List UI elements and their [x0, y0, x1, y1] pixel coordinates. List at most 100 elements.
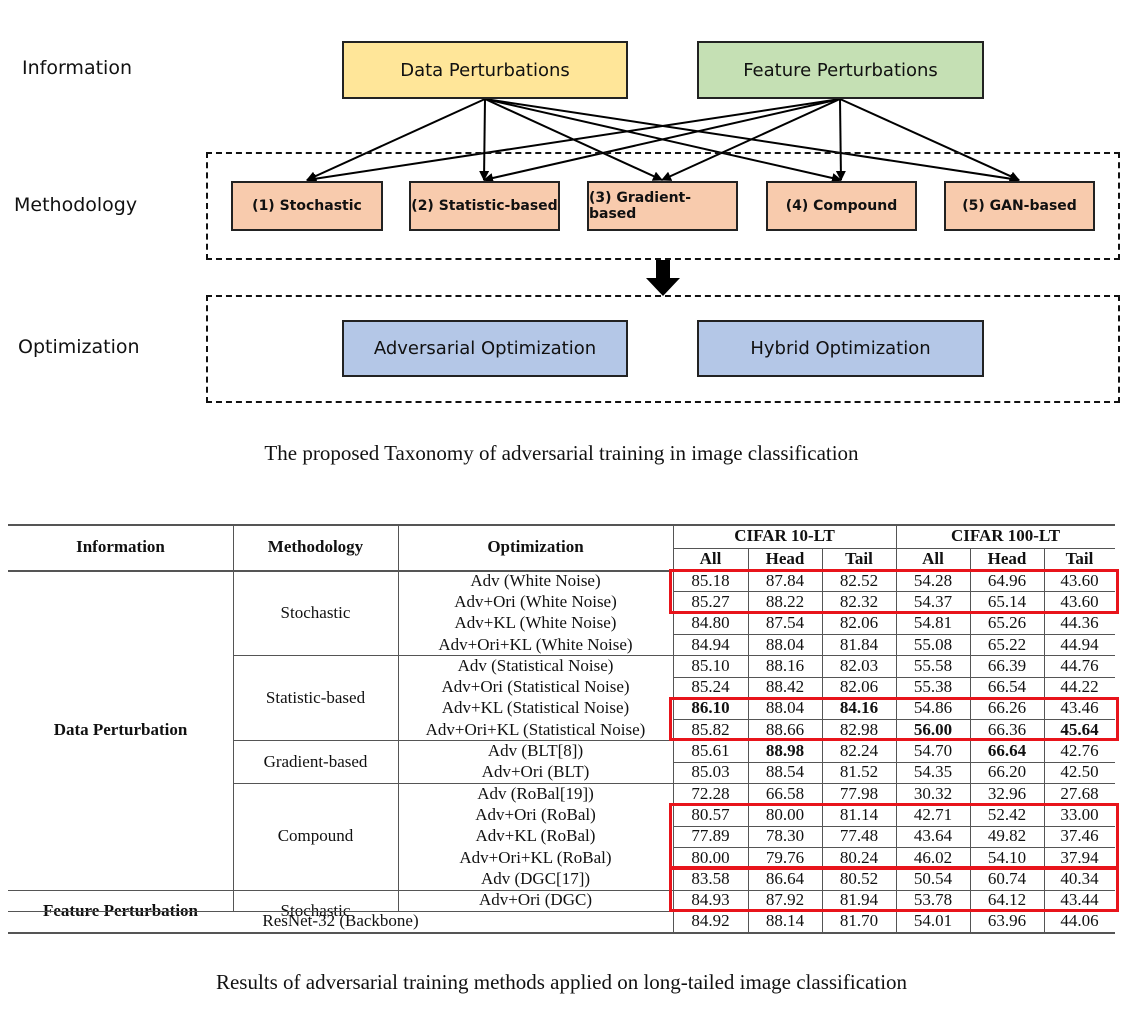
data-perturbations-box: Data Perturbations — [342, 41, 628, 99]
optimization-cell: Adv+Ori (White Noise) — [454, 591, 617, 611]
down-arrow-icon — [646, 260, 680, 296]
optimization-cell: Adv (White Noise) — [470, 570, 601, 590]
rule — [673, 655, 1115, 657]
method-stochastic-box: (1) Stochastic — [231, 181, 383, 231]
optimization-cell: Adv+Ori (BLT) — [481, 762, 590, 782]
value-cell: 85.27 — [691, 591, 730, 611]
column-rule — [673, 524, 674, 933]
method-group-label: Stochastic — [280, 602, 351, 622]
arrow-feature-to-method-4 — [835, 98, 846, 181]
value-cell: 42.71 — [913, 804, 953, 824]
optimization-cell: Adv (Statistical Noise) — [457, 655, 614, 675]
header-sub: Head — [765, 549, 805, 568]
bottom-rule — [8, 932, 1115, 934]
value-cell: 87.54 — [765, 613, 805, 633]
value-cell: 87.84 — [765, 570, 805, 590]
value-cell: 54.81 — [913, 613, 953, 633]
value-cell: 46.02 — [913, 847, 953, 867]
value-cell: 44.94 — [1060, 634, 1099, 654]
value-cell: 42.50 — [1060, 762, 1099, 782]
value-cell: 27.68 — [1060, 783, 1099, 803]
header-information: Information — [76, 537, 165, 556]
group-rule — [8, 889, 1115, 891]
arrow-layer — [306, 98, 1020, 296]
value-cell: 79.76 — [765, 847, 805, 867]
rule — [673, 761, 1115, 763]
value-cell: 88.66 — [765, 719, 805, 739]
rule — [8, 910, 1115, 912]
rule — [673, 676, 1115, 678]
optimization-cell: Adv (BLT[8]) — [487, 741, 584, 761]
value-cell: 84.16 — [839, 698, 879, 718]
adversarial-optimization-box: Adversarial Optimization — [342, 320, 628, 377]
value-cell: 65.22 — [987, 634, 1027, 654]
optimization-cell: Adv+Ori+KL (White Noise) — [438, 634, 633, 654]
value-cell: 55.38 — [913, 677, 953, 697]
rule — [673, 825, 1115, 827]
header-sub: All — [699, 549, 722, 568]
value-cell: 54.70 — [913, 741, 953, 761]
value-cell: 88.04 — [765, 698, 805, 718]
highlight-box — [669, 696, 1119, 742]
value-cell: 77.98 — [839, 783, 879, 803]
value-cell: 32.96 — [987, 783, 1027, 803]
value-cell: 66.20 — [987, 762, 1027, 782]
value-cell: 77.89 — [691, 826, 730, 846]
value-cell: 84.94 — [691, 634, 730, 654]
optimization-cell: Adv (RoBal[19]) — [477, 783, 594, 803]
feature-perturbations-box: Feature Perturbations — [697, 41, 984, 99]
method-group-label: Stochastic — [280, 900, 351, 920]
value-cell: 80.00 — [691, 847, 730, 867]
value-cell: 54.10 — [987, 847, 1027, 867]
method-gan-box: (5) GAN-based — [944, 181, 1095, 231]
value-cell: 80.57 — [691, 804, 730, 824]
arrow-feature-to-method-1 — [306, 98, 841, 184]
value-cell: 81.14 — [839, 804, 879, 824]
method-group-label: Gradient-based — [263, 751, 368, 771]
optimization-cell: Adv (DGC[17]) — [480, 868, 591, 888]
value-cell: 88.54 — [765, 762, 805, 782]
value-cell: 64.12 — [987, 890, 1027, 910]
baseline-value: 63.96 — [987, 911, 1027, 931]
value-cell: 43.60 — [1060, 570, 1099, 590]
info-group-label: Feature Perturbation — [42, 900, 198, 920]
baseline-value: 84.92 — [691, 911, 730, 931]
value-cell: 88.98 — [765, 741, 805, 761]
value-cell: 66.26 — [987, 698, 1027, 718]
value-cell: 86.10 — [691, 698, 730, 718]
value-cell: 54.86 — [913, 698, 953, 718]
value-cell: 43.64 — [913, 826, 953, 846]
value-cell: 77.48 — [839, 826, 879, 846]
value-cell: 43.60 — [1060, 591, 1099, 611]
value-cell: 66.54 — [987, 677, 1027, 697]
value-cell: 37.94 — [1060, 847, 1099, 867]
value-cell: 66.36 — [987, 719, 1027, 739]
value-cell: 82.24 — [839, 741, 879, 761]
value-cell: 80.52 — [839, 868, 879, 888]
value-cell: 85.61 — [691, 741, 730, 761]
value-cell: 44.22 — [1060, 677, 1099, 697]
value-cell: 66.64 — [987, 741, 1027, 761]
value-cell: 88.22 — [765, 591, 805, 611]
value-cell: 43.44 — [1060, 890, 1099, 910]
method-group-label: Compound — [277, 826, 354, 846]
baseline-value: 44.06 — [1060, 911, 1099, 931]
value-cell: 82.06 — [839, 613, 879, 633]
value-cell: 85.10 — [691, 655, 730, 675]
value-cell: 87.92 — [765, 890, 805, 910]
value-cell: 30.32 — [913, 783, 953, 803]
baseline-value: 88.14 — [765, 911, 805, 931]
optimization-cell: Adv+Ori (Statistical Noise) — [441, 677, 630, 697]
rule — [673, 783, 1115, 784]
optimization-cell: Adv+Ori (DGC) — [479, 890, 592, 910]
value-cell: 60.74 — [987, 868, 1027, 888]
arrow-data-to-method-1 — [306, 98, 486, 181]
optimization-cell: Adv+KL (RoBal) — [475, 826, 596, 846]
value-cell: 54.35 — [913, 762, 953, 782]
header-sub: Head — [987, 549, 1027, 568]
value-cell: 42.76 — [1060, 741, 1099, 761]
value-cell: 50.54 — [913, 868, 953, 888]
value-cell: 45.64 — [1060, 719, 1099, 739]
value-cell: 81.94 — [839, 890, 879, 910]
